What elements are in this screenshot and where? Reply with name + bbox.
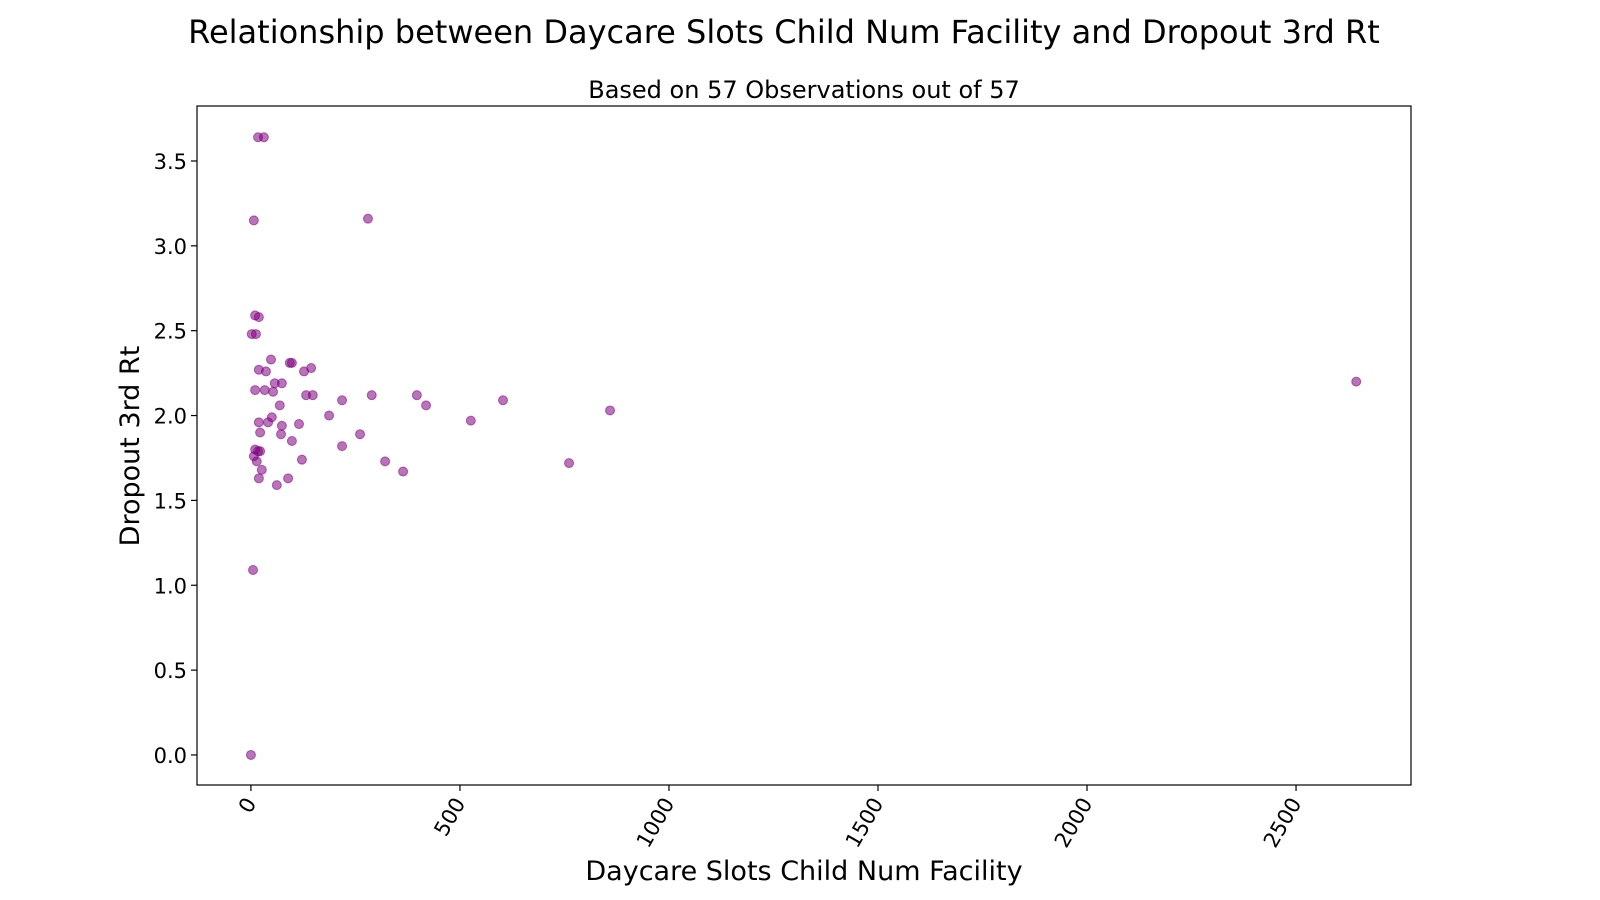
x-tick-label: 2000 [1050, 794, 1098, 852]
point [253, 312, 264, 323]
point [299, 366, 310, 377]
x-tick-label: 500 [429, 794, 470, 841]
point [421, 400, 432, 411]
point [398, 466, 409, 477]
y-tick-label: 3.5 [154, 150, 187, 174]
point [265, 354, 276, 365]
point [564, 458, 575, 469]
point [245, 749, 256, 760]
point [294, 419, 305, 430]
point [276, 429, 287, 440]
x-tick-label: 2500 [1259, 794, 1307, 852]
point [362, 213, 373, 224]
point [268, 386, 279, 397]
y-tick-label: 0.5 [154, 659, 187, 683]
point [250, 329, 261, 340]
point [248, 564, 259, 575]
point [286, 357, 297, 368]
point [256, 464, 267, 475]
point [271, 480, 282, 491]
y-tick-label: 3.0 [154, 235, 187, 259]
point [253, 417, 264, 428]
point [253, 473, 264, 484]
point [251, 456, 262, 467]
chart-subtitle: Based on 57 Observations out of 57 [588, 76, 1020, 104]
point [380, 456, 391, 467]
plot-frame [196, 105, 1412, 786]
point [283, 473, 294, 484]
y-axis-label: Dropout 3rd Rt [115, 346, 146, 547]
point [274, 400, 285, 411]
point [296, 454, 307, 465]
point [255, 427, 266, 438]
point [355, 429, 366, 440]
x-tick-label: 1500 [841, 794, 889, 852]
point [605, 405, 616, 416]
point [258, 132, 269, 143]
point [465, 415, 476, 426]
point [324, 410, 335, 421]
point [259, 385, 270, 396]
y-tick-label: 2.0 [154, 405, 187, 429]
y-tick-label: 1.0 [154, 574, 187, 598]
point [248, 215, 259, 226]
point [286, 436, 297, 447]
point [498, 395, 509, 406]
x-tick-label: 1000 [632, 794, 680, 852]
y-tick-label: 1.5 [154, 489, 187, 513]
y-tick-label: 2.5 [154, 320, 187, 344]
y-tick-label: 0.0 [154, 744, 187, 768]
x-tick-label: 0 [234, 794, 261, 818]
chart-title: Relationship between Daycare Slots Child… [188, 13, 1380, 51]
point [260, 366, 271, 377]
x-axis-label: Daycare Slots Child Num Facility [585, 856, 1022, 887]
point [337, 441, 348, 452]
point [411, 390, 422, 401]
point [337, 395, 348, 406]
point [276, 420, 287, 431]
point [276, 378, 287, 389]
point [1351, 376, 1362, 387]
point [307, 390, 318, 401]
point [263, 417, 274, 428]
point [250, 385, 261, 396]
point [366, 390, 377, 401]
